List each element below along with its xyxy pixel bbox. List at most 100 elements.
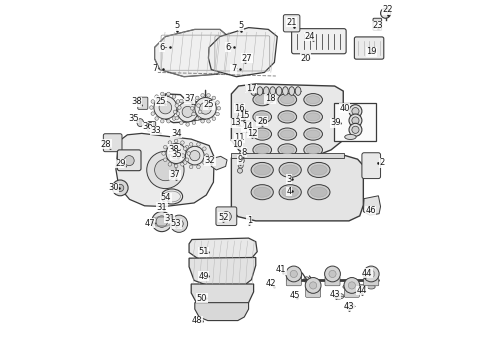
FancyBboxPatch shape (238, 116, 245, 121)
Circle shape (154, 96, 177, 119)
Circle shape (189, 165, 193, 169)
Text: 31: 31 (156, 203, 167, 212)
Text: 50: 50 (196, 294, 207, 303)
Text: 25: 25 (156, 96, 166, 105)
Circle shape (311, 280, 317, 285)
Text: 28: 28 (100, 140, 111, 149)
Circle shape (175, 104, 178, 107)
Ellipse shape (334, 293, 344, 299)
Circle shape (305, 278, 321, 293)
Circle shape (187, 152, 191, 155)
Ellipse shape (251, 185, 273, 200)
FancyBboxPatch shape (283, 15, 300, 32)
Ellipse shape (311, 187, 327, 197)
FancyBboxPatch shape (236, 103, 243, 109)
Text: 16: 16 (234, 104, 245, 113)
Circle shape (147, 151, 184, 189)
Ellipse shape (251, 162, 273, 177)
Ellipse shape (280, 113, 294, 121)
Ellipse shape (257, 87, 263, 95)
FancyBboxPatch shape (239, 110, 245, 116)
Text: 44: 44 (357, 286, 367, 295)
Circle shape (168, 162, 172, 166)
Text: 6: 6 (159, 43, 165, 52)
Text: 1: 1 (246, 216, 252, 225)
Ellipse shape (278, 128, 296, 140)
Text: 23: 23 (372, 21, 383, 30)
Text: 45: 45 (289, 291, 300, 300)
Circle shape (167, 92, 171, 96)
Text: 38: 38 (169, 145, 179, 154)
Text: 36: 36 (142, 122, 153, 131)
Circle shape (352, 117, 359, 124)
Ellipse shape (304, 94, 322, 106)
Circle shape (310, 282, 317, 289)
Text: 51: 51 (198, 247, 209, 256)
FancyBboxPatch shape (103, 134, 122, 152)
Circle shape (349, 114, 362, 127)
Ellipse shape (278, 94, 296, 106)
Text: 10: 10 (232, 140, 243, 149)
Ellipse shape (253, 94, 271, 106)
Circle shape (186, 123, 190, 126)
Polygon shape (191, 284, 254, 309)
Circle shape (149, 106, 153, 109)
FancyBboxPatch shape (236, 121, 244, 126)
Ellipse shape (304, 111, 322, 123)
Text: 11: 11 (234, 133, 245, 142)
FancyBboxPatch shape (354, 37, 384, 59)
Circle shape (368, 270, 375, 278)
Text: 12: 12 (247, 129, 257, 138)
FancyBboxPatch shape (265, 96, 273, 103)
Text: 13: 13 (230, 118, 240, 127)
Ellipse shape (137, 119, 144, 127)
Text: 38: 38 (131, 97, 142, 106)
Circle shape (216, 101, 220, 104)
Ellipse shape (304, 144, 322, 156)
Circle shape (364, 266, 379, 282)
Circle shape (162, 152, 166, 155)
Text: 48: 48 (192, 316, 202, 325)
Text: 39: 39 (330, 118, 341, 127)
Circle shape (349, 105, 362, 118)
FancyBboxPatch shape (364, 276, 379, 286)
Ellipse shape (282, 187, 298, 197)
Ellipse shape (280, 146, 294, 154)
Text: 17: 17 (246, 84, 256, 93)
Text: 2: 2 (379, 158, 385, 167)
Text: 32: 32 (204, 156, 215, 165)
Circle shape (179, 99, 183, 103)
Ellipse shape (280, 130, 294, 138)
Text: 31: 31 (164, 213, 175, 222)
Bar (231, 153, 344, 158)
Circle shape (192, 121, 196, 125)
Text: 21: 21 (286, 18, 297, 27)
Ellipse shape (368, 285, 375, 289)
Text: 27: 27 (242, 54, 252, 63)
FancyBboxPatch shape (373, 18, 382, 31)
Circle shape (216, 112, 220, 116)
Ellipse shape (278, 144, 296, 156)
FancyBboxPatch shape (138, 97, 148, 109)
FancyBboxPatch shape (292, 29, 346, 54)
Circle shape (181, 141, 184, 144)
Circle shape (117, 184, 124, 192)
Ellipse shape (253, 144, 271, 156)
Ellipse shape (254, 165, 270, 175)
Text: 5: 5 (174, 21, 179, 30)
Ellipse shape (358, 285, 366, 289)
Circle shape (352, 126, 359, 134)
Circle shape (151, 112, 154, 116)
Circle shape (205, 154, 208, 157)
Circle shape (344, 278, 360, 293)
Text: 47: 47 (144, 219, 155, 228)
Circle shape (201, 120, 204, 123)
Circle shape (195, 98, 216, 119)
Circle shape (171, 215, 188, 232)
Text: 25: 25 (204, 100, 215, 109)
Text: 35: 35 (171, 150, 181, 159)
Text: 52: 52 (218, 213, 229, 222)
Circle shape (238, 168, 243, 173)
Circle shape (363, 271, 368, 277)
Text: 53: 53 (171, 219, 181, 228)
